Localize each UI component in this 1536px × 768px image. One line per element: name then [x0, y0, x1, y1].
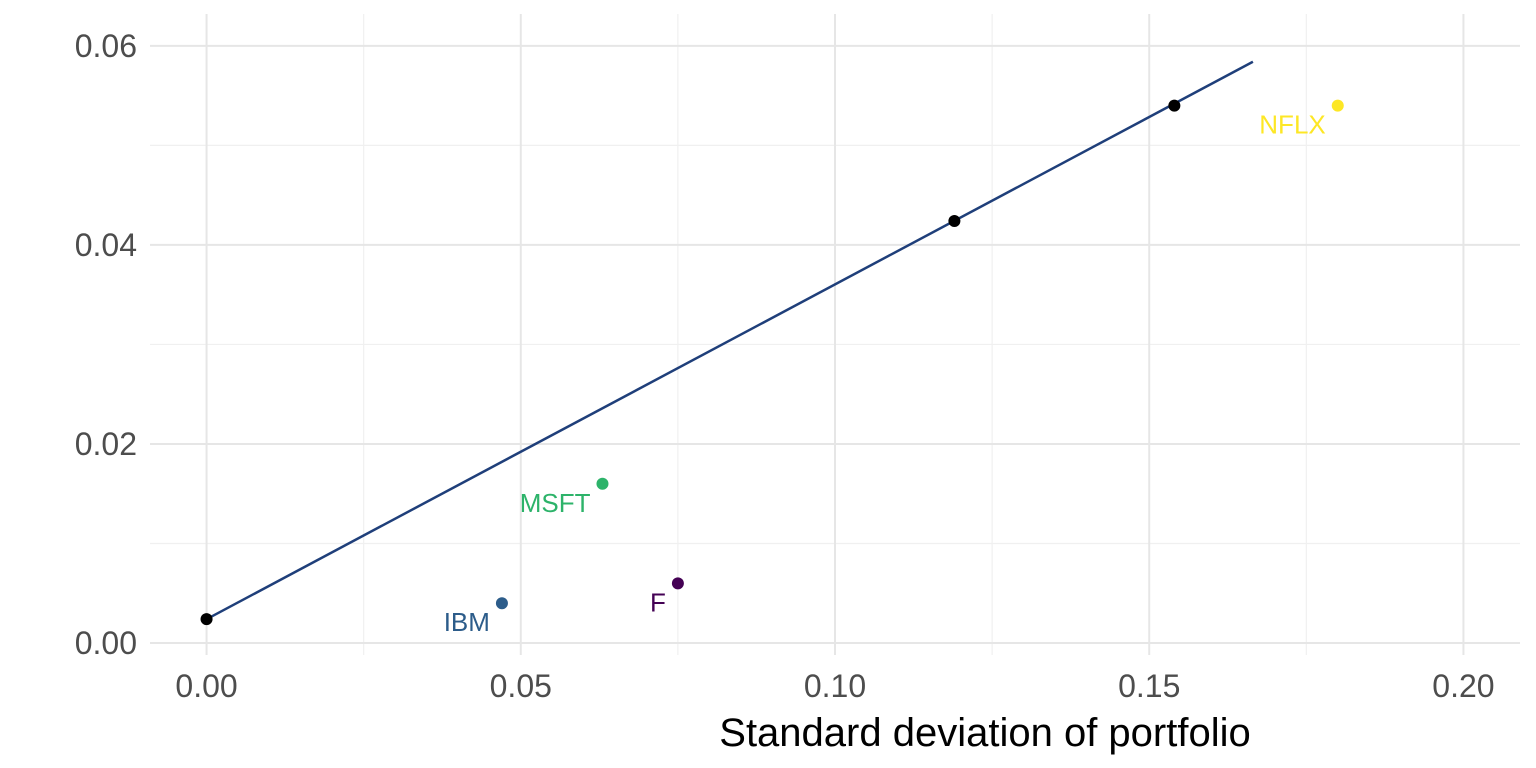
y-tick-label: 0.00 [75, 625, 137, 661]
x-axis-title: Standard deviation of portfolio [719, 711, 1250, 755]
series-layer: F IBM MSFT NFLX [200, 60, 1344, 637]
x-tick-label: 0.20 [1432, 668, 1494, 704]
asset-label: F [650, 587, 666, 617]
y-tick-label: 0.04 [75, 227, 137, 263]
x-tick-label: 0.10 [804, 668, 866, 704]
asset-point [495, 597, 508, 610]
portfolio-point [1168, 99, 1181, 112]
asset-point [671, 577, 684, 590]
capital-allocation-line [205, 60, 1254, 621]
y-tick-label: 0.02 [75, 426, 137, 462]
asset-point [596, 477, 609, 490]
portfolio-point [200, 613, 213, 626]
asset-point [1331, 99, 1344, 112]
asset-label: NFLX [1259, 110, 1325, 140]
grid [150, 14, 1520, 655]
x-tick-label: 0.15 [1118, 668, 1180, 704]
tick-labels: 0.00 0.05 0.10 0.15 0.20 0.00 0.02 0.04 0.06 [75, 28, 1495, 704]
portfolio-point [948, 215, 961, 228]
x-tick-label: 0.00 [175, 668, 237, 704]
asset-label: IBM [444, 607, 490, 637]
asset-label: MSFT [520, 488, 591, 518]
y-tick-label: 0.06 [75, 28, 137, 64]
x-tick-label: 0.05 [490, 668, 552, 704]
